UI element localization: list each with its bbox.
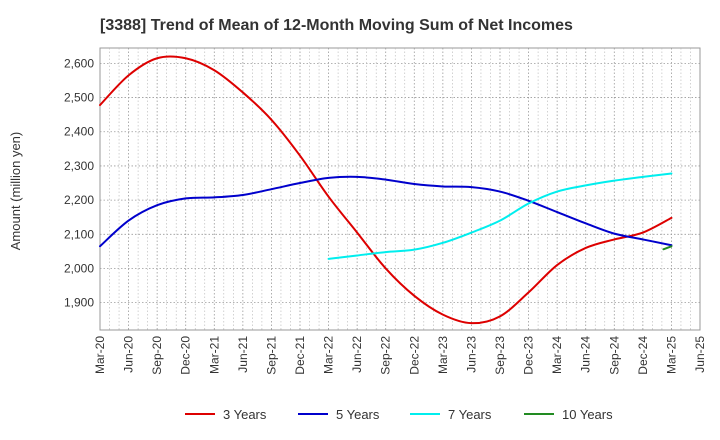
chart-title: [3388] Trend of Mean of 12-Month Moving … — [100, 17, 573, 34]
legend-label-7-years: 7 Years — [448, 407, 492, 422]
y-tick-label: 2,000 — [64, 261, 94, 275]
x-tick-label: Jun-25 — [693, 336, 707, 373]
x-tick-label: Sep-23 — [493, 336, 507, 375]
x-tick-label: Jun-20 — [122, 336, 136, 373]
y-axis-ticks: 1,900 2,000 2,100 2,200 2,300 2,400 2,500 2,600 — [64, 56, 94, 309]
x-tick-label: Dec-22 — [407, 336, 421, 375]
legend-label-3-years: 3 Years — [223, 407, 267, 422]
x-tick-label: Mar-23 — [436, 336, 450, 374]
y-tick-label: 2,100 — [64, 227, 94, 241]
x-tick-label: Dec-23 — [522, 336, 536, 375]
plot-area — [99, 47, 701, 331]
x-tick-label: Mar-21 — [207, 336, 221, 374]
series-mark-10-years — [662, 245, 673, 251]
series-line-3-years — [99, 55, 673, 325]
x-tick-label: Mar-25 — [664, 336, 678, 374]
grid — [100, 48, 700, 330]
legend-label-5-years: 5 Years — [336, 407, 380, 422]
x-tick-label: Mar-20 — [93, 336, 107, 374]
legend-label-10-years: 10 Years — [562, 407, 613, 422]
y-tick-label: 2,400 — [64, 125, 94, 139]
x-tick-label: Jun-23 — [464, 336, 478, 373]
x-tick-label: Mar-22 — [322, 336, 336, 374]
x-tick-label: Dec-24 — [636, 336, 650, 375]
x-tick-label: Sep-21 — [264, 336, 278, 375]
x-tick-label: Jun-22 — [350, 336, 364, 373]
x-tick-label: Sep-22 — [379, 336, 393, 375]
y-tick-label: 2,300 — [64, 159, 94, 173]
legend: 3 Years 5 Years 7 Years 10 Years — [185, 407, 613, 422]
y-tick-label: 1,900 — [64, 296, 94, 310]
x-tick-label: Mar-24 — [550, 336, 564, 374]
y-tick-label: 2,600 — [64, 56, 94, 70]
y-tick-label: 2,500 — [64, 91, 94, 105]
series-line-7-years — [327, 172, 673, 260]
x-tick-label: Jun-21 — [236, 336, 250, 373]
x-tick-label: Dec-21 — [293, 336, 307, 375]
x-axis-ticks: Mar-20 Jun-20 Sep-20 Dec-20 Mar-21 Jun-21 Sep-… — [93, 336, 707, 375]
x-tick-label: Sep-24 — [607, 336, 621, 375]
y-axis-title: Amount (million yen) — [8, 132, 23, 251]
series-layer — [99, 55, 673, 325]
x-tick-label: Dec-20 — [179, 336, 193, 375]
x-tick-label: Jun-24 — [579, 336, 593, 373]
series-line-5-years — [99, 175, 673, 248]
y-tick-label: 2,200 — [64, 193, 94, 207]
x-tick-label: Sep-20 — [150, 336, 164, 375]
